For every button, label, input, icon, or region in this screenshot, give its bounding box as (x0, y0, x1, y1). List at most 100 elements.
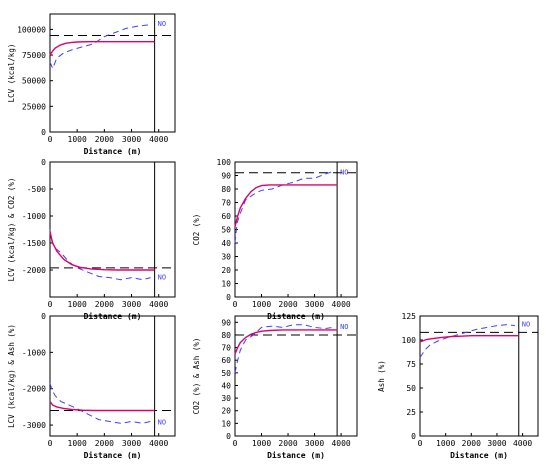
x-tick-label: 0 (48, 300, 53, 309)
model-series-line (49, 401, 155, 412)
panel-lcv-ash: 0 1000 2000 3000 4000 -3000 -2000 -1000 0 Distanc… (7, 312, 176, 460)
y-tick-label: 60 (221, 356, 231, 365)
y-tick-label: 60 (221, 212, 231, 221)
y-tick-label: 75 (406, 360, 416, 369)
plot-frame (419, 315, 539, 437)
x-tick-label: 4000 (149, 300, 168, 309)
y-tick-label: 100000 (17, 25, 46, 34)
panel-ash: 0 1000 2000 3000 4000 0 25 50 75 100 125 Distance (… (377, 312, 539, 460)
y-tick-label: 40 (221, 239, 231, 248)
x-tick-label: 4000 (149, 135, 168, 144)
y-tick-label: 20 (221, 407, 231, 416)
x-tick-label: 2000 (462, 439, 481, 448)
annotation-label: NO (158, 20, 166, 28)
x-tick-label: 4000 (149, 439, 168, 448)
x-tick-label: 3000 (122, 135, 141, 144)
y-tick-label: 50 (221, 369, 231, 378)
y-tick-label: 50 (221, 226, 231, 235)
y-axis-label: LCV (kcal/kg) (7, 44, 16, 103)
y-tick-label: 30 (221, 253, 231, 262)
x-axis-label: Distance (m) (84, 450, 142, 460)
x-tick-label: 0 (48, 439, 53, 448)
plot-frame (234, 161, 358, 298)
y-tick-label: -1000 (22, 212, 46, 221)
x-tick-label: 1000 (68, 300, 87, 309)
x-tick-label: 4000 (513, 439, 532, 448)
panel-lcv-co2: 0 1000 2000 3000 4000-2000-1500-1000-5000Dis… (7, 158, 176, 321)
y-tick-label: 20 (221, 266, 231, 275)
x-tick-label: 0 (48, 135, 53, 144)
x-tick-label: 0 (418, 439, 423, 448)
x-tick-label: 3000 (122, 439, 141, 448)
model-series-line (49, 41, 155, 56)
y-tick-label: -1000 (22, 348, 46, 357)
x-tick-label: 1000 (68, 439, 87, 448)
y-tick-label: 0 (411, 432, 416, 441)
y-tick-label: 50 (406, 384, 416, 393)
x-tick-label: 1000 (68, 135, 87, 144)
observed-series-line (49, 229, 151, 281)
y-tick-label: 100 (402, 336, 417, 345)
y-tick-label: 10 (221, 419, 231, 428)
x-tick-label: 3000 (122, 300, 141, 309)
x-tick-label: 3000 (305, 300, 324, 309)
model-series-line (49, 232, 155, 271)
observed-series-line (49, 24, 151, 70)
x-tick-label: 1000 (436, 439, 455, 448)
x-tick-label: 0 (233, 300, 238, 309)
y-tick-label: -500 (27, 185, 46, 194)
x-tick-label: 2000 (95, 135, 114, 144)
annotation-label: NO (522, 321, 530, 329)
plot-frame (234, 315, 358, 437)
y-tick-label: 70 (221, 344, 231, 353)
x-axis-label: Distance (m) (450, 450, 508, 460)
panel-co2: 0 1000 2000 3000 40000102030405060708090100D… (192, 158, 358, 321)
model-series-line (234, 329, 338, 355)
y-axis-label: CO2 (%) (192, 214, 201, 246)
x-axis-label: Distance (m) (267, 450, 325, 460)
x-tick-label: 0 (233, 439, 238, 448)
x-tick-label: 4000 (331, 300, 350, 309)
y-tick-label: 80 (221, 331, 231, 340)
model-series-line (234, 184, 338, 227)
y-tick-label: 0 (226, 293, 231, 302)
y-tick-label: 50000 (22, 77, 46, 86)
y-axis-label: Ash (%) (377, 360, 386, 392)
y-axis-label: CO2 (%) & Ash (%) (192, 338, 201, 415)
y-tick-label: -2000 (22, 266, 46, 275)
annotation-label: NO (158, 273, 166, 281)
y-axis-label: LCV (kcal/kg) & CO2 (%) (7, 178, 16, 282)
y-tick-label: 90 (221, 172, 231, 181)
annotation-label: NO (340, 323, 348, 331)
panel-lcv: 0 1000 2000 3000 4000 0 25000 50000 75000 100000 D… (7, 13, 176, 156)
observed-series-line (49, 383, 151, 424)
y-tick-label: 90 (221, 318, 231, 327)
annotation-label: NO (158, 418, 166, 426)
panel-co2-ash: 0 1000 2000 3000 4000 0 10 20 30 40 50 60 70 80 90 Dist… (192, 315, 358, 460)
y-axis-label: LCV (kcal/kg) & Ash (%) (7, 324, 16, 428)
model-series-line (419, 335, 519, 343)
y-tick-label: 125 (402, 312, 417, 321)
y-tick-label: 0 (226, 432, 231, 441)
plot-frame (49, 13, 176, 133)
y-tick-label: 0 (41, 158, 46, 167)
x-tick-label: 3000 (305, 439, 324, 448)
x-tick-label: 3000 (487, 439, 506, 448)
y-tick-label: 25 (406, 408, 416, 417)
y-tick-label: 25000 (22, 102, 46, 111)
y-tick-label: 0 (41, 128, 46, 137)
observed-series-line (234, 324, 334, 373)
y-tick-label: 80 (221, 185, 231, 194)
x-tick-label: 2000 (95, 439, 114, 448)
plot-frame (49, 161, 176, 298)
observed-series-line (419, 324, 515, 358)
y-tick-label: 30 (221, 394, 231, 403)
x-tick-label: 2000 (95, 300, 114, 309)
x-tick-label: 2000 (278, 439, 297, 448)
y-tick-label: -1500 (22, 239, 46, 248)
observed-series-line (234, 170, 334, 244)
annotation-label: NO (340, 168, 348, 176)
x-axis-label: Distance (m) (84, 146, 142, 156)
